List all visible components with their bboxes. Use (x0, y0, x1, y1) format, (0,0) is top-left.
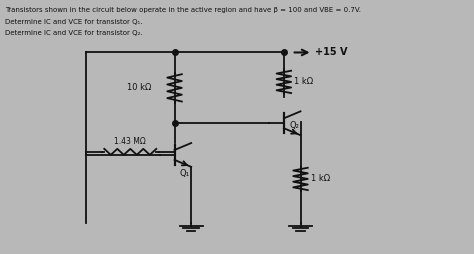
Text: Q₁: Q₁ (180, 169, 190, 178)
Text: 1 kΩ: 1 kΩ (294, 77, 313, 86)
Text: 1 kΩ: 1 kΩ (311, 174, 330, 183)
Text: Determine IC and VCE for transistor Q₁.: Determine IC and VCE for transistor Q₁. (5, 19, 143, 25)
Text: 10 kΩ: 10 kΩ (127, 83, 151, 92)
Text: Transistors shown in the circuit below operate in the active region and have β =: Transistors shown in the circuit below o… (5, 7, 361, 12)
Text: 1.43 MΩ: 1.43 MΩ (114, 137, 146, 146)
Text: Q₂: Q₂ (289, 121, 299, 130)
Text: +15 V: +15 V (315, 47, 347, 57)
Text: Determine IC and VCE for transistor Q₂.: Determine IC and VCE for transistor Q₂. (5, 30, 143, 36)
